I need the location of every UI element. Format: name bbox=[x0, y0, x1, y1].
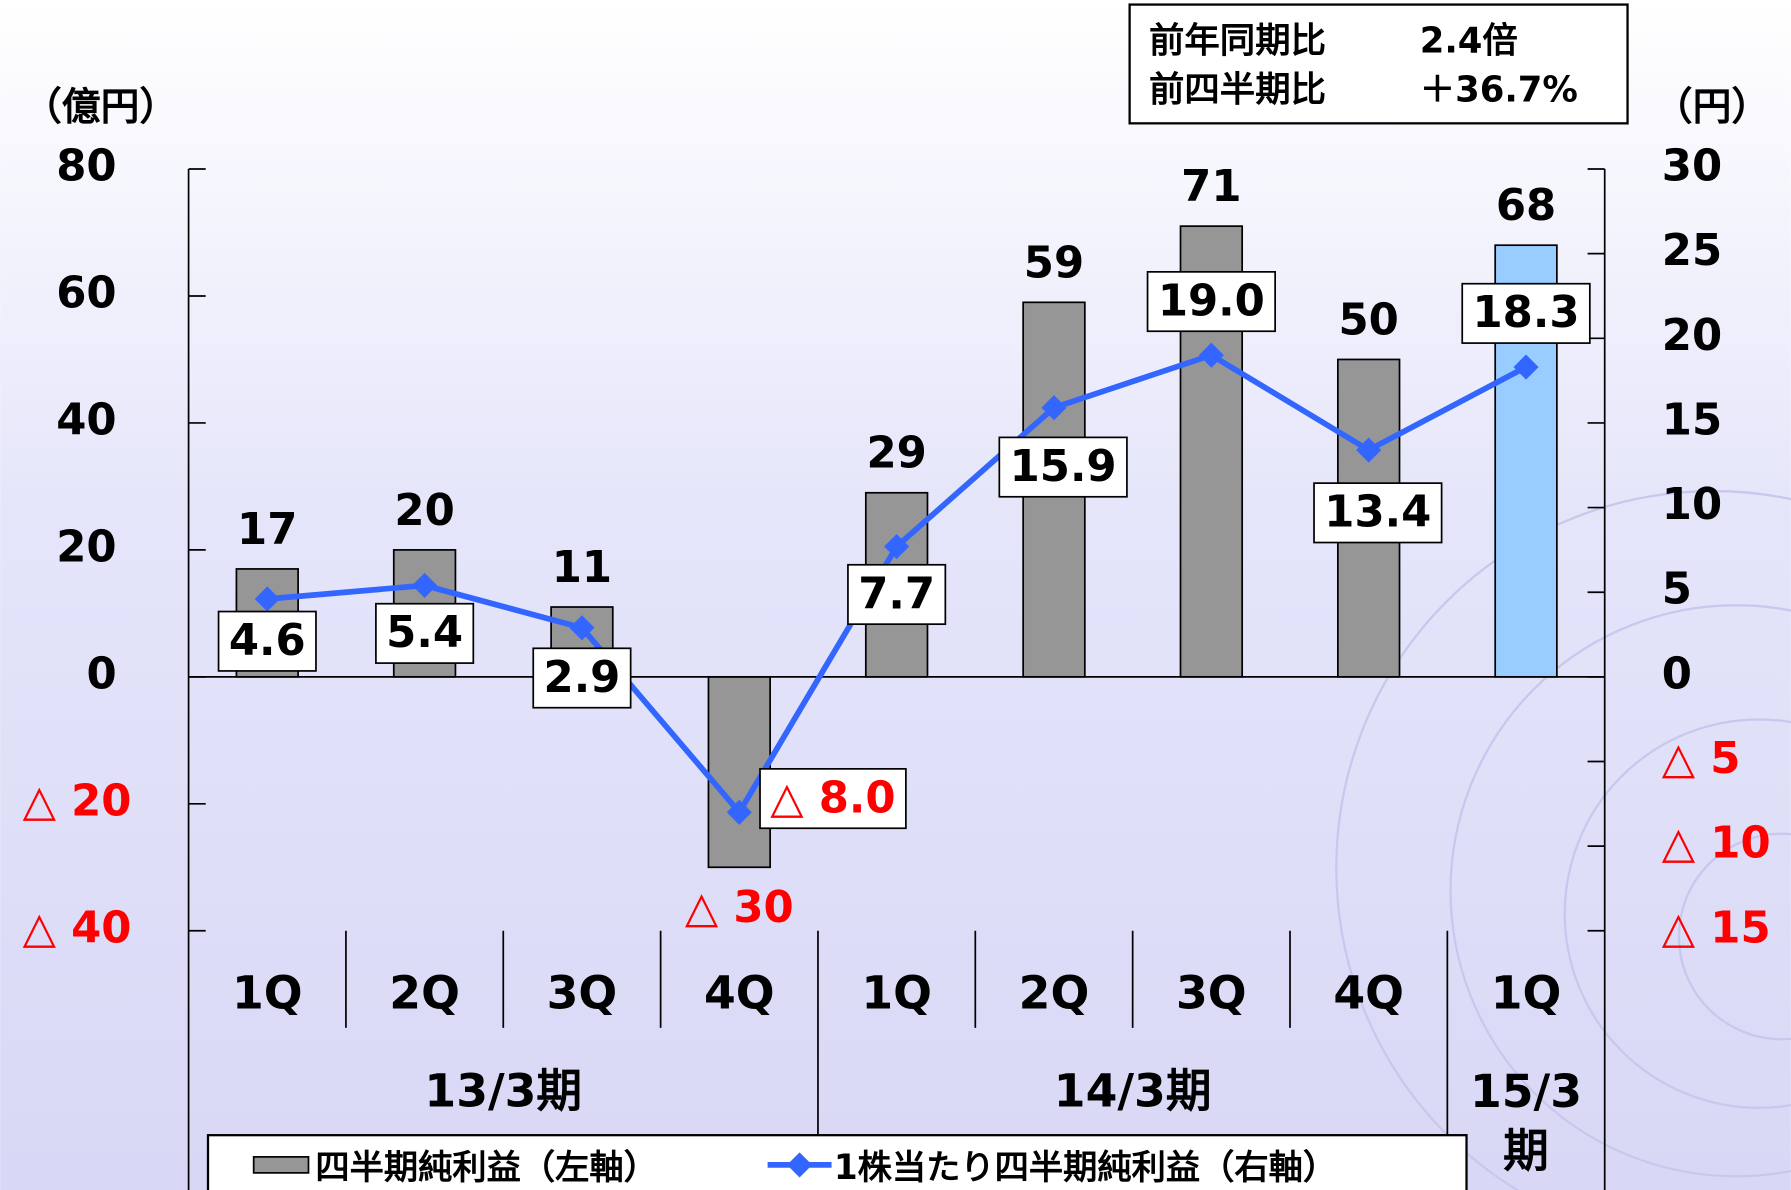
line-value-label-group: 7.7 bbox=[847, 563, 947, 626]
annotation-box bbox=[1128, 3, 1629, 125]
bar-value-label: 68 bbox=[1496, 181, 1556, 231]
legend-box bbox=[206, 1134, 1468, 1190]
line-value-label: 18.3 bbox=[1473, 288, 1580, 338]
line-value-label: 2.9 bbox=[544, 653, 621, 703]
x-tick-label: 3Q bbox=[547, 966, 618, 1019]
y2-tick-label: 15 bbox=[1662, 395, 1722, 445]
label-box bbox=[375, 602, 475, 664]
label-box bbox=[532, 647, 632, 709]
bar-value-label: 20 bbox=[394, 486, 454, 536]
x-tick-label: 2Q bbox=[389, 966, 460, 1019]
legend-swatch bbox=[252, 1156, 310, 1174]
label-box bbox=[847, 563, 947, 626]
line-value-label-group: 15.9 bbox=[998, 436, 1128, 498]
label-box bbox=[217, 610, 317, 672]
bar-value-label: △ 30 bbox=[685, 883, 794, 933]
label-box bbox=[998, 436, 1128, 498]
x-tick-label: 3Q bbox=[1176, 966, 1247, 1019]
x-tick-label: 2Q bbox=[1019, 966, 1090, 1019]
bar-value-label: 71 bbox=[1181, 162, 1241, 212]
line-value-label-group: 18.3 bbox=[1461, 282, 1591, 344]
line-value-label-group: 5.4 bbox=[375, 602, 475, 664]
x-tick-label: 1Q bbox=[861, 966, 932, 1019]
group-label: 13/3期 bbox=[424, 1065, 582, 1118]
line-value-label-group: 19.0 bbox=[1146, 270, 1276, 333]
y-tick-label: △ 40 bbox=[23, 903, 132, 953]
bar-value-label: 17 bbox=[237, 505, 297, 555]
x-tick-label: 1Q bbox=[1491, 966, 1562, 1019]
line-value-label: 7.7 bbox=[858, 569, 935, 619]
line-marker bbox=[412, 572, 438, 598]
bar-value-label: 50 bbox=[1338, 295, 1398, 345]
line-value-label: 13.4 bbox=[1324, 488, 1431, 538]
y-tick-label: △ 20 bbox=[23, 776, 132, 826]
legend-label: 四半期純利益（左軸） bbox=[315, 1148, 658, 1188]
group-label: 14/3期 bbox=[1054, 1065, 1212, 1118]
bar-value-label: 29 bbox=[866, 429, 926, 479]
y2-tick-label: 5 bbox=[1662, 565, 1692, 615]
line-marker bbox=[1356, 437, 1382, 463]
label-box bbox=[759, 768, 907, 830]
annotation-text: ＋36.7% bbox=[1420, 69, 1578, 110]
line-value-label-group: △ 8.0 bbox=[759, 768, 907, 830]
y2-tick-label: 25 bbox=[1662, 226, 1722, 276]
y-tick-label: 80 bbox=[56, 142, 116, 192]
y2-tick-label: △ 10 bbox=[1662, 819, 1771, 869]
line-value-label-group: 13.4 bbox=[1313, 482, 1443, 544]
line-value-label-group: 2.9 bbox=[532, 647, 632, 709]
y-axis-label: （億円） bbox=[23, 85, 178, 130]
bar-value-label: 59 bbox=[1024, 238, 1084, 288]
line-marker bbox=[884, 533, 910, 560]
label-box bbox=[1313, 482, 1443, 544]
legend-label: 1株当たり四半期純利益（右軸） bbox=[834, 1148, 1337, 1188]
line-value-label: 19.0 bbox=[1158, 276, 1265, 326]
label-box bbox=[1146, 270, 1276, 333]
annotation-text: 2.4倍 bbox=[1420, 20, 1518, 61]
line-value-label: △ 8.0 bbox=[770, 773, 895, 823]
label-box bbox=[1461, 282, 1591, 344]
line-value-label: 4.6 bbox=[229, 616, 306, 666]
group-label: 15/3 期 bbox=[1470, 1065, 1582, 1177]
y2-tick-label: 10 bbox=[1662, 480, 1722, 530]
y2-tick-label: △ 15 bbox=[1662, 903, 1771, 953]
y-tick-label: 60 bbox=[56, 268, 116, 318]
line-marker bbox=[569, 615, 595, 641]
y-tick-label: 20 bbox=[56, 522, 116, 572]
line-value-label-group: 4.6 bbox=[217, 610, 317, 672]
annotation-text: 前四半期比 bbox=[1149, 69, 1326, 110]
x-tick-label: 1Q bbox=[232, 966, 303, 1019]
y2-tick-label: 30 bbox=[1662, 142, 1722, 192]
y-tick-label: 40 bbox=[56, 395, 116, 445]
y2-axis-label: （円） bbox=[1654, 85, 1770, 130]
x-tick-label: 4Q bbox=[1333, 966, 1404, 1019]
line-marker bbox=[726, 799, 752, 825]
line-value-label: 15.9 bbox=[1010, 442, 1117, 492]
line-value-label: 5.4 bbox=[386, 608, 463, 658]
bar-value-label: 11 bbox=[552, 543, 612, 593]
y2-tick-label: △ 5 bbox=[1662, 734, 1741, 784]
decoration bbox=[1335, 490, 1791, 1190]
y2-tick-label: 20 bbox=[1662, 311, 1722, 361]
y2-tick-label: 0 bbox=[1662, 649, 1692, 699]
x-tick-label: 4Q bbox=[704, 966, 775, 1019]
y-tick-label: 0 bbox=[86, 649, 116, 699]
annotation-text: 前年同期比 bbox=[1149, 20, 1326, 61]
line-marker bbox=[1513, 354, 1539, 380]
